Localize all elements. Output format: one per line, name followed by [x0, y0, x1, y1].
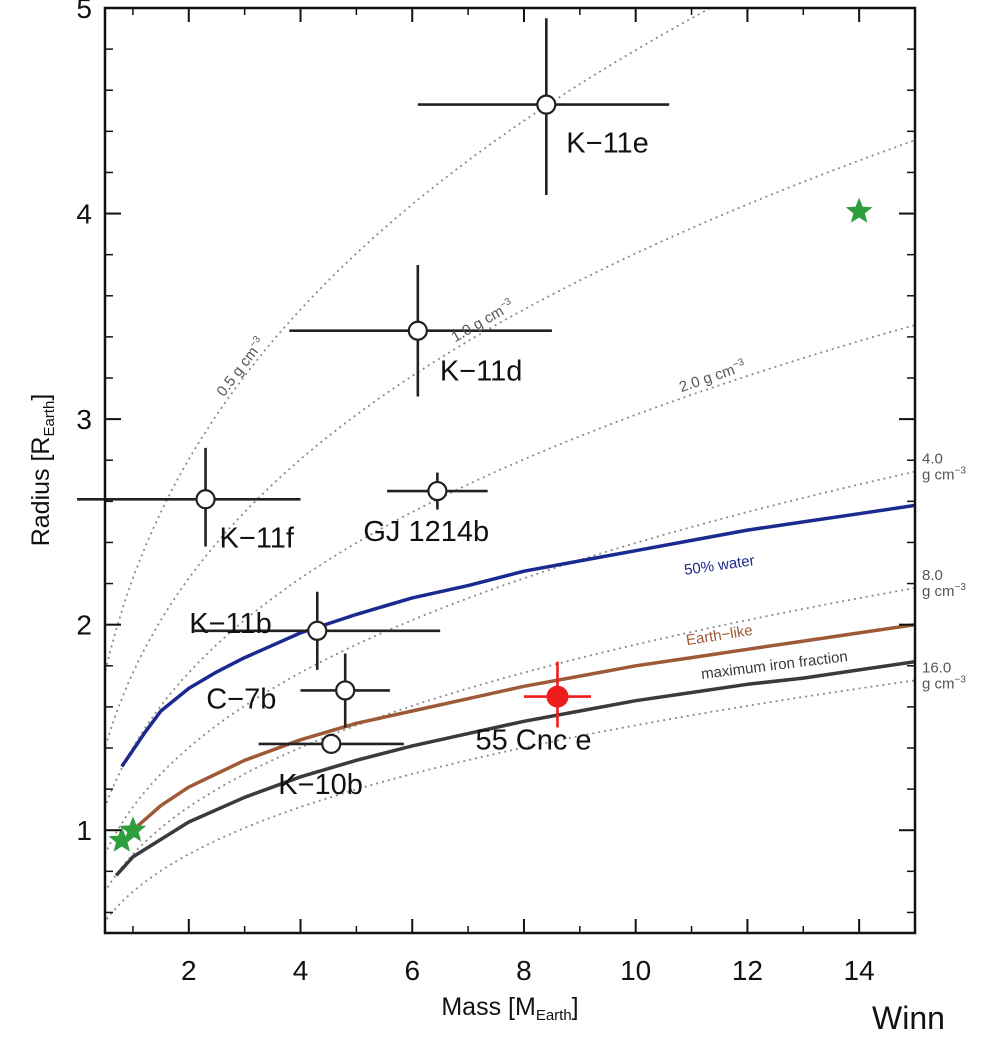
data-point: [300, 653, 390, 728]
model-curve: [120, 622, 915, 846]
plot-frame: [103, 6, 917, 935]
x-tick-label: 2: [181, 955, 197, 986]
point-label: 55 Cnc e: [475, 725, 591, 757]
data-point: [289, 264, 552, 397]
star-marker: [108, 826, 136, 852]
data-point: [523, 661, 591, 728]
density-label: 0.5 g cm−3: [213, 334, 269, 400]
density-curve: [105, 139, 915, 752]
density-label: 1.0 g cm−3: [448, 296, 517, 346]
model-curve: [114, 659, 915, 877]
y-tick-label: 3: [76, 404, 92, 435]
density-curve: [105, 8, 713, 677]
y-axis-title: Radius [REarth]: [27, 394, 58, 547]
point-marker: [195, 489, 216, 510]
point-marker: [335, 680, 356, 701]
point-marker: [307, 620, 328, 641]
density-label: 16.0: [922, 659, 951, 676]
point-marker: [321, 733, 342, 754]
point-marker: [536, 94, 557, 115]
point-label: K−11e: [566, 128, 649, 160]
data-point: [77, 447, 301, 547]
point-label: K−11b: [189, 608, 272, 640]
x-tick-label: 14: [844, 955, 875, 986]
point-marker: [546, 685, 569, 708]
density-curve: [105, 587, 915, 894]
density-label: 8.0: [922, 567, 943, 584]
density-curve: [105, 324, 915, 810]
x-tick-label: 12: [732, 955, 763, 986]
footer-text: Winn: [872, 1000, 945, 1036]
x-tick-label: 10: [620, 955, 651, 986]
x-tick-label: 8: [516, 955, 532, 986]
y-tick-label: 1: [76, 815, 92, 846]
density-label-unit: g cm−3: [922, 674, 966, 692]
data-point: [417, 18, 670, 196]
y-tick-label: 2: [76, 610, 92, 641]
x-tick-label: 4: [293, 955, 309, 986]
point-marker: [427, 480, 448, 502]
density-label: 4.0: [922, 451, 943, 468]
point-marker: [407, 320, 428, 341]
point-label: K−11f: [220, 522, 295, 554]
model-label: Earth−like: [685, 622, 754, 649]
data-point: [258, 733, 404, 754]
y-tick-label: 5: [76, 0, 92, 24]
point-label: C−7b: [206, 683, 276, 715]
model-label: 50% water: [683, 552, 756, 579]
x-axis-title: Mass [MEarth]: [441, 993, 578, 1024]
star-marker: [119, 816, 147, 842]
density-label-unit: g cm−3: [922, 466, 966, 484]
model-curve: [120, 503, 915, 768]
data-point: [194, 591, 441, 670]
star-marker: [845, 197, 873, 223]
point-label: GJ 1214b: [363, 516, 489, 548]
point-label: K−11d: [440, 356, 523, 388]
density-curve: [105, 679, 915, 923]
density-label: 2.0 g cm−3: [677, 357, 748, 396]
x-tick-label: 6: [404, 955, 420, 986]
density-label-unit: g cm−3: [922, 582, 966, 600]
data-point: [387, 472, 488, 510]
point-label: K−10b: [278, 769, 363, 801]
y-tick-label: 4: [76, 199, 92, 230]
